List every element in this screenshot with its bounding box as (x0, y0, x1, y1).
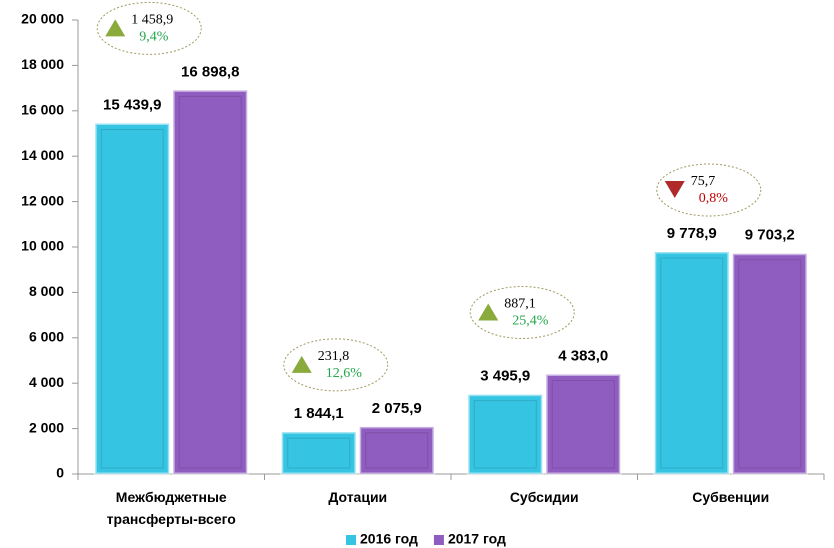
bar (358, 425, 436, 476)
bar (731, 252, 809, 476)
annotation-value: 75,7 (691, 174, 716, 189)
x-tick-label: Субвенции (692, 489, 770, 505)
y-tick-label: 4 000 (29, 374, 64, 390)
y-tick-label: 6 000 (29, 329, 64, 345)
annotation-value: 1 458,9 (131, 13, 173, 28)
bar (466, 393, 544, 476)
value-label: 2 075,9 (372, 400, 422, 417)
annotation-percent: 9,4% (139, 30, 169, 45)
y-tick-label: 10 000 (21, 238, 64, 254)
y-tick-label: 0 (56, 465, 64, 481)
annotation-percent: 0,8% (699, 191, 729, 206)
annotation-arrow (291, 355, 312, 373)
annotation-arrow (664, 181, 685, 199)
annotation-value: 231,8 (318, 349, 350, 364)
annotation-percent: 25,4% (512, 314, 549, 329)
value-label: 15 439,9 (103, 96, 161, 113)
value-label: 16 898,8 (181, 63, 239, 80)
legend-swatch (433, 535, 444, 545)
annotation-ellipse (283, 338, 389, 392)
annotation-percent: 12,6% (326, 366, 363, 381)
bar-bevel (738, 259, 802, 469)
y-tick-label: 16 000 (21, 102, 64, 118)
y-tick-label: 8 000 (29, 283, 64, 299)
bar (280, 430, 358, 476)
bar-bevel (551, 380, 615, 469)
y-tick-label: 14 000 (21, 147, 64, 163)
legend-swatch (346, 535, 356, 545)
bar (653, 250, 731, 476)
legend-label: 2016 год (360, 531, 418, 547)
annotation-ellipse (469, 286, 575, 340)
bar (544, 373, 622, 476)
bar-bevel (473, 400, 537, 469)
bar-bevel (100, 129, 164, 469)
bar (93, 122, 171, 476)
bar-bevel (660, 257, 724, 469)
value-label: 1 844,1 (294, 405, 344, 422)
annotation-ellipse (96, 1, 202, 55)
bar-bevel (365, 432, 429, 469)
annotation-value: 887,1 (504, 297, 536, 312)
y-tick-label: 2 000 (29, 419, 64, 435)
y-tick-label: 12 000 (21, 192, 64, 208)
bar-bevel (178, 95, 242, 469)
annotation-arrow (478, 303, 499, 321)
y-tick-label: 20 000 (21, 11, 64, 27)
value-label: 9 703,2 (745, 227, 795, 244)
value-label: 4 383,0 (558, 347, 608, 364)
bar (171, 88, 249, 476)
x-tick-label: Дотации (328, 489, 388, 505)
legend-label: 2017 год (448, 531, 506, 547)
y-tick-label: 18 000 (21, 56, 64, 72)
bar-bevel (287, 437, 351, 469)
annotation-ellipse (656, 163, 762, 217)
value-label: 9 778,9 (667, 225, 717, 242)
value-label: 3 495,9 (480, 368, 530, 385)
x-tick-label: Межбюджетные трансферты-всего (106, 489, 236, 527)
annotation-arrow (105, 19, 126, 37)
x-tick-label: Субсидии (509, 489, 579, 505)
